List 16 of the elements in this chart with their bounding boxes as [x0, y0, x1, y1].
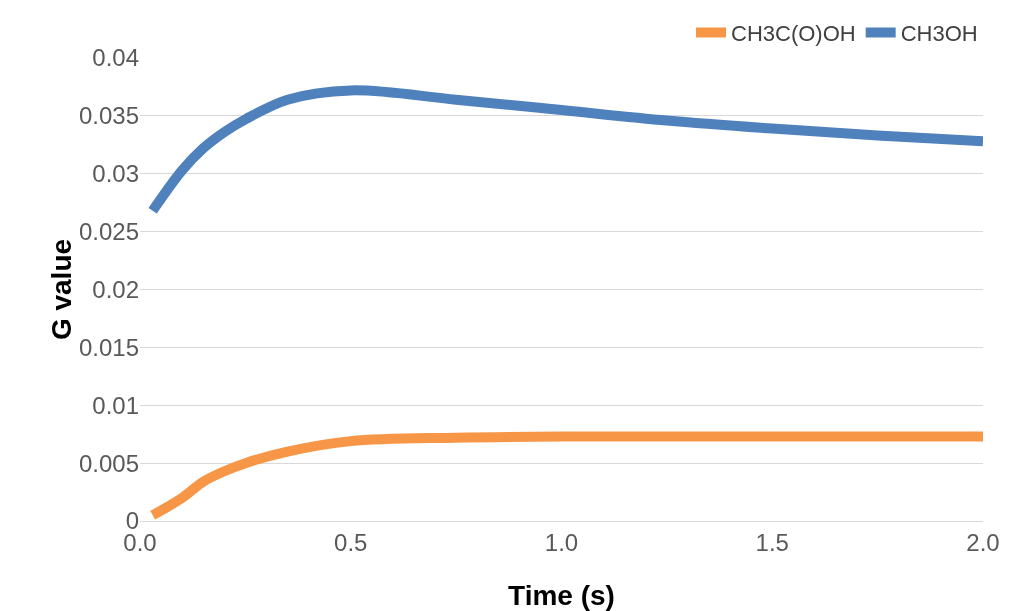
y-tick-label: 0.03	[92, 160, 139, 188]
x-tick-label: 1.5	[755, 528, 789, 556]
y-tick-label: 0.01	[92, 391, 139, 419]
y-tick-label: 0.04	[92, 44, 139, 72]
x-tick-label: 1.0	[544, 528, 579, 556]
y-tick-label: 0.015	[78, 333, 139, 361]
y-tick-label: 0.035	[78, 102, 139, 130]
y-tick-label: 0.025	[78, 218, 139, 246]
y-tick-label: 0.005	[78, 449, 139, 477]
y-axis-title: G value	[45, 238, 77, 341]
legend-label: CH3OH	[900, 21, 978, 47]
legend-label: CH3C(O)OH	[731, 21, 856, 47]
x-tick-label: 2.0	[966, 528, 1000, 556]
y-tick-label: 0.02	[92, 275, 139, 303]
x-axis-title: Time (s)	[508, 580, 615, 611]
x-tick-label: 0.5	[334, 528, 368, 556]
